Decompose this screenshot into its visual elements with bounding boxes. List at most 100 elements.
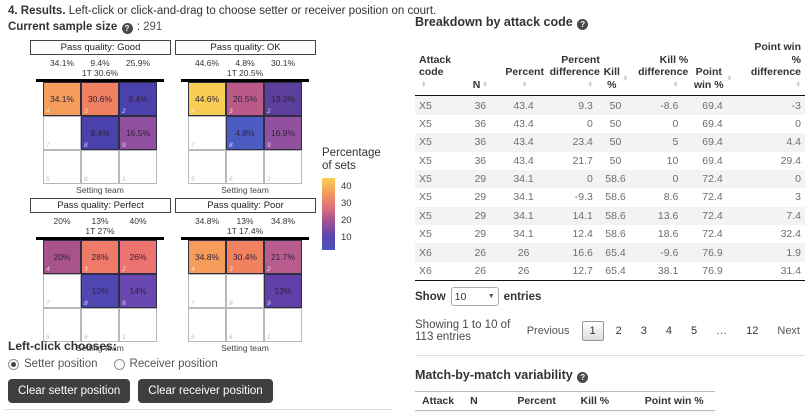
first-tempo-percent: 1T 30.6% [81,68,119,78]
sort-icon: ▲ ▼ [796,80,801,89]
court-cell-2[interactable]: 26% 2 [119,240,157,274]
help-icon[interactable]: ? [577,372,589,384]
table-cell: 72.4 [702,191,723,204]
court-cell-1[interactable]: 1 [119,150,157,184]
court-cell-7[interactable]: 7 [43,274,81,308]
radio-setter-position[interactable]: Setter position [8,358,98,370]
cell-value: 14% [129,286,147,296]
court-cell-7[interactable]: 7 [188,274,226,308]
sort-up-icon: ▲ [421,79,427,86]
radio-receiver-position[interactable]: Receiver position [113,358,218,370]
court-cell-6[interactable]: 6 [226,150,264,184]
pagination-previous[interactable]: Previous [526,325,570,338]
table-cell: 32.4 [780,228,801,241]
court-cell-3[interactable]: 30.6% 3 [81,82,119,116]
cell-number: 7 [191,142,195,149]
clear-receiver-position-button[interactable]: Clear receiver position [138,379,273,403]
court-cell-8[interactable]: 9.4% 8 [81,116,119,150]
court-cell-6[interactable]: 6 [81,150,119,184]
table-cell: X5 [419,99,432,112]
table-cell: 58.6 [605,209,626,222]
court-cell-1[interactable]: 1 [264,308,302,342]
court-cell-3[interactable]: 20.5% 3 [226,82,264,116]
court-cell-4[interactable]: 34.8% 4 [188,240,226,274]
heatmap-pass-quality-perfect: Pass quality: Perfect 20% 13% 40% 1T 27% 20% 4… [30,198,171,353]
court-cell-7[interactable]: 7 [188,116,226,150]
court-cell-7[interactable]: 7 [43,116,81,150]
column-header-point-win[interactable]: Point win % ▲ ▼ [682,39,743,97]
court-cell-3[interactable]: 28% 3 [81,240,119,274]
court-cell-9[interactable]: 16.5% 9 [119,116,157,150]
column-header-kill[interactable]: Kill % ▲ ▼ [596,39,635,97]
pagination-page-2[interactable]: 2 [615,325,622,338]
table-cell: 34.1 [513,228,534,241]
cell-value: 34.1% [49,94,75,104]
court-cell-2[interactable]: 9.4% 2 [119,82,157,116]
legend-tick-label: 10 [341,232,352,243]
court-cell-9[interactable]: 16.9% 9 [264,116,302,150]
table-row: X5 29 34.1 0 58.6 0 72.4 0 [415,169,805,189]
table-cell: 0 [587,173,593,186]
entries-select[interactable]: 10 ▼ [450,287,499,307]
court-cell-9[interactable]: 14% 9 [119,274,157,308]
clear-setter-position-button[interactable]: Clear setter position [8,379,131,403]
court-cell-5[interactable]: 5 [43,308,81,342]
court-heatmap[interactable]: 34.1% 4 30.6% 3 9.4% 2 7 9.4% 8 16.5% 9 5 6 1 [43,82,157,184]
pagination-page-12[interactable]: 12 [746,325,759,338]
results-text: Left-click or click-and-drag to choose s… [65,5,437,17]
court-cell-1[interactable]: 1 [119,308,157,342]
column-header-percent-difference[interactable]: Percent difference ▲ ▼ [545,39,600,97]
column-header-percent[interactable]: Percent ▲ ▼ [501,39,546,97]
help-icon[interactable]: ? [121,23,133,34]
court-cell-8[interactable]: 8 [226,274,264,308]
sort-up-icon: ▲ [726,73,733,80]
pagination-next[interactable]: Next [777,325,800,338]
pagination-page-3[interactable]: 3 [640,325,647,338]
cell-number: 9 [122,300,126,307]
table-cell: X6 [415,261,460,282]
cell-number: 6 [229,334,233,341]
table-cell: 26 [501,261,546,282]
cell-value: 9.4% [128,94,148,104]
sort-down-icon: ▼ [587,83,593,89]
column-header-point-win-difference[interactable]: Point win % difference ▲ ▼ [742,39,805,97]
court-cell-6[interactable]: 6 [81,308,119,342]
court-cell-4[interactable]: 34.1% 4 [43,82,81,116]
court-cell-5[interactable]: 5 [188,308,226,342]
court-heatmap[interactable]: 44.6% 4 20.5% 3 13.3% 2 7 4.8% 8 16.9% 9 5 6 1 [188,82,302,184]
court-cell-3[interactable]: 30.4% 3 [226,240,264,274]
court-cell-5[interactable]: 5 [43,150,81,184]
court-cell-4[interactable]: 44.6% 4 [188,82,226,116]
cell-value: 44.6% [194,94,220,104]
show-entries-row: Show 10 ▼ entries [415,287,807,307]
help-icon[interactable]: ? [577,19,589,30]
court-cell-1[interactable]: 1 [264,150,302,184]
cell-value: 20.5% [232,94,258,104]
court-cell-5[interactable]: 5 [188,150,226,184]
pagination-page-1[interactable]: 1 [581,321,604,342]
court-cell-4[interactable]: 20% 4 [43,240,81,274]
column-percentages: 34.8% 13% 34.8% [188,216,302,226]
column-header-n[interactable]: N ▲ ▼ [459,39,502,97]
cell-value: 16.5% [125,128,151,138]
court-heatmap[interactable]: 20% 4 28% 3 26% 2 7 12% 8 14% 9 5 6 1 [43,240,157,342]
pagination-page-5[interactable]: 5 [691,325,698,338]
court-cell-8[interactable]: 12% 8 [81,274,119,308]
court-cell-9[interactable]: 13% 9 [264,274,302,308]
column-percent: 34.8% [270,216,296,226]
pagination-page-4[interactable]: 4 [665,325,672,338]
court-heatmap[interactable]: 34.8% 4 30.4% 3 21.7% 2 7 8 13% 9 5 6 1 [188,240,302,342]
court-cell-2[interactable]: 21.7% 2 [264,240,302,274]
sort-down-icon: ▼ [726,76,733,83]
column-header-kill-difference[interactable]: Kill % difference ▲ ▼ [634,39,688,97]
table-cell: 3 [795,191,801,204]
court-cell-2[interactable]: 13.3% 2 [264,82,302,116]
court-cell-6[interactable]: 6 [226,308,264,342]
table-cell: 26 [474,246,487,259]
table-cell: 69.4 [702,136,723,149]
table-row: X6 26 26 16.6 65.4 -9.6 76.9 1.9 [415,243,805,262]
first-tempo-percent: 1T 27% [85,226,115,236]
column-header-attack-code[interactable]: Attack code ▲ ▼ [415,39,460,97]
table-cell: 18.6 [657,228,679,241]
court-cell-8[interactable]: 4.8% 8 [226,116,264,150]
